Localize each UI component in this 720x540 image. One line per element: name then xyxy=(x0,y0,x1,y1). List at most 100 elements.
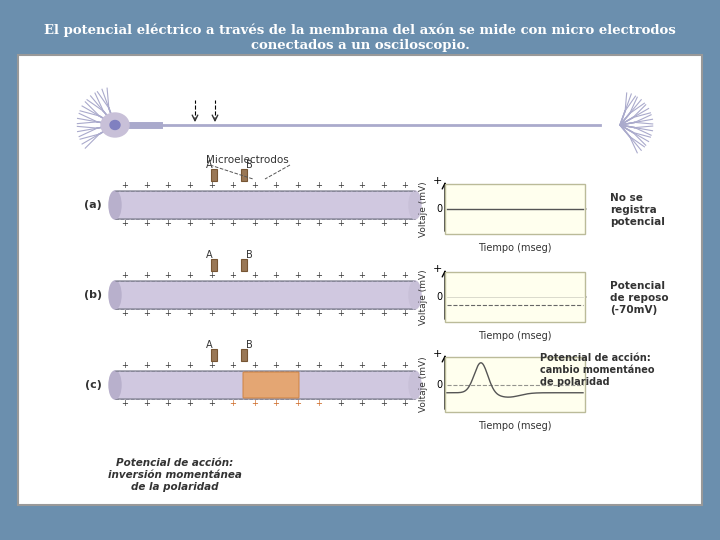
Text: +: + xyxy=(337,309,344,319)
Text: +: + xyxy=(143,361,150,370)
Text: +: + xyxy=(402,361,408,370)
Text: (b): (b) xyxy=(84,290,102,300)
Text: +: + xyxy=(229,219,236,228)
Text: +: + xyxy=(359,400,365,408)
Text: +: + xyxy=(186,361,193,370)
Text: +: + xyxy=(402,272,408,280)
Text: +: + xyxy=(294,272,301,280)
Text: A: A xyxy=(206,340,212,350)
FancyBboxPatch shape xyxy=(115,191,415,219)
Text: +: + xyxy=(380,272,387,280)
Text: +: + xyxy=(143,219,150,228)
Text: +: + xyxy=(207,361,215,370)
Ellipse shape xyxy=(109,371,121,399)
FancyBboxPatch shape xyxy=(211,259,217,271)
FancyBboxPatch shape xyxy=(445,184,585,234)
Text: +: + xyxy=(315,309,323,319)
Text: +: + xyxy=(337,219,344,228)
Text: +: + xyxy=(229,272,236,280)
Text: +: + xyxy=(143,272,150,280)
Text: 0: 0 xyxy=(436,292,442,302)
Text: +: + xyxy=(207,219,215,228)
Text: +: + xyxy=(122,400,128,408)
Text: +: + xyxy=(432,264,441,274)
Text: A: A xyxy=(206,160,212,170)
Text: +: + xyxy=(272,272,279,280)
FancyBboxPatch shape xyxy=(211,349,217,361)
Text: Tiempo (mseg): Tiempo (mseg) xyxy=(478,331,552,341)
Text: +: + xyxy=(337,272,344,280)
Text: +: + xyxy=(315,181,323,191)
Text: +: + xyxy=(251,219,258,228)
Text: +: + xyxy=(229,400,236,408)
Text: +: + xyxy=(337,181,344,191)
Text: +: + xyxy=(186,309,193,319)
Text: +: + xyxy=(165,309,171,319)
Text: +: + xyxy=(122,309,128,319)
Text: +: + xyxy=(337,361,344,370)
Text: Voltaje (mV): Voltaje (mV) xyxy=(418,357,428,413)
Text: Voltaje (mV): Voltaje (mV) xyxy=(418,181,428,237)
Text: +: + xyxy=(251,181,258,191)
Text: +: + xyxy=(165,361,171,370)
Text: +: + xyxy=(122,361,128,370)
Ellipse shape xyxy=(109,191,121,219)
Text: +: + xyxy=(165,181,171,191)
Text: +: + xyxy=(122,219,128,228)
Text: +: + xyxy=(186,181,193,191)
Text: +: + xyxy=(380,219,387,228)
Text: +: + xyxy=(315,400,323,408)
Text: +: + xyxy=(272,361,279,370)
Text: +: + xyxy=(251,361,258,370)
FancyBboxPatch shape xyxy=(241,349,247,361)
Text: B: B xyxy=(246,250,253,260)
Text: +: + xyxy=(186,400,193,408)
Text: +: + xyxy=(165,400,171,408)
FancyBboxPatch shape xyxy=(445,272,585,322)
FancyBboxPatch shape xyxy=(241,169,247,181)
Text: conectados a un osciloscopio.: conectados a un osciloscopio. xyxy=(251,39,469,52)
Text: +: + xyxy=(272,309,279,319)
Text: +: + xyxy=(432,349,441,359)
Text: +: + xyxy=(359,272,365,280)
Ellipse shape xyxy=(101,113,129,137)
Text: A: A xyxy=(206,250,212,260)
Text: +: + xyxy=(432,176,441,186)
Text: Microelectrodos: Microelectrodos xyxy=(206,155,289,165)
Ellipse shape xyxy=(409,371,421,399)
FancyBboxPatch shape xyxy=(445,357,585,412)
Text: +: + xyxy=(294,400,301,408)
Text: +: + xyxy=(359,181,365,191)
Text: +: + xyxy=(251,272,258,280)
Text: +: + xyxy=(272,400,279,408)
Text: +: + xyxy=(315,361,323,370)
Text: +: + xyxy=(359,361,365,370)
Text: +: + xyxy=(186,219,193,228)
FancyBboxPatch shape xyxy=(243,372,299,398)
Text: (c): (c) xyxy=(84,380,102,390)
Text: No se
registra
potencial: No se registra potencial xyxy=(610,193,665,227)
Text: +: + xyxy=(251,400,258,408)
Text: +: + xyxy=(380,181,387,191)
FancyBboxPatch shape xyxy=(115,281,415,309)
Text: +: + xyxy=(122,272,128,280)
Text: +: + xyxy=(229,181,236,191)
Text: +: + xyxy=(380,400,387,408)
Text: Potencial de acción:
inversión momentánea
de la polaridad: Potencial de acción: inversión momentáne… xyxy=(108,458,242,491)
Text: +: + xyxy=(207,309,215,319)
Ellipse shape xyxy=(110,120,120,130)
Text: B: B xyxy=(246,160,253,170)
Text: +: + xyxy=(229,309,236,319)
Text: +: + xyxy=(315,272,323,280)
Text: +: + xyxy=(402,400,408,408)
Text: +: + xyxy=(380,361,387,370)
FancyBboxPatch shape xyxy=(211,169,217,181)
Text: +: + xyxy=(143,181,150,191)
Text: +: + xyxy=(380,309,387,319)
Text: +: + xyxy=(272,181,279,191)
Text: +: + xyxy=(186,272,193,280)
Text: +: + xyxy=(402,181,408,191)
Text: +: + xyxy=(294,309,301,319)
Text: +: + xyxy=(359,309,365,319)
FancyBboxPatch shape xyxy=(115,371,415,399)
